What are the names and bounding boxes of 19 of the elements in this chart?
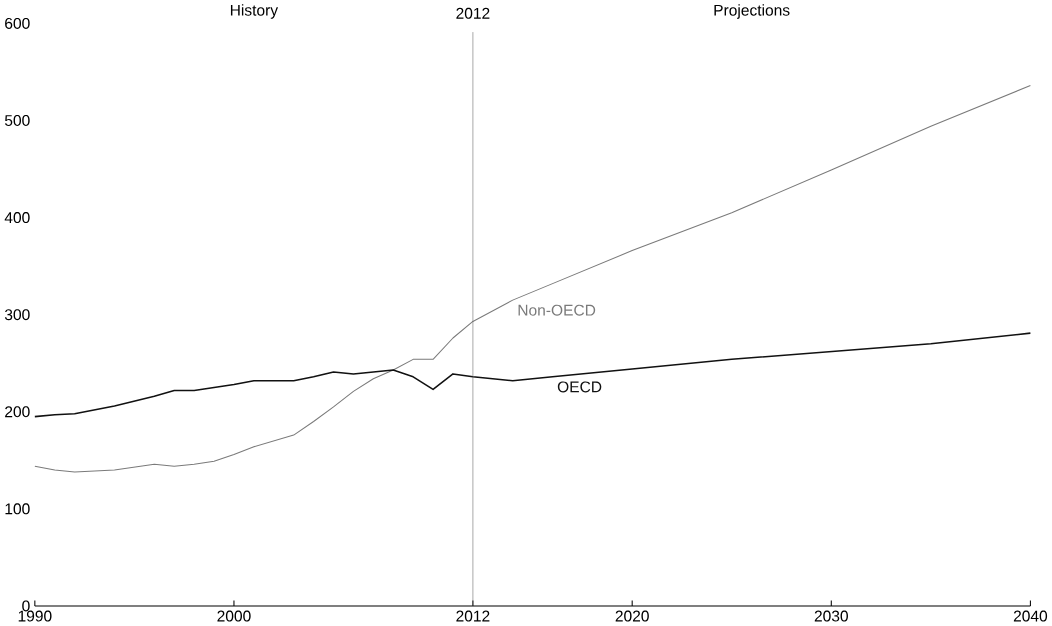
x-tick-label: 2030 [814, 610, 848, 622]
y-tick-label: 200 [5, 406, 30, 418]
x-tick-label: 2040 [1013, 610, 1048, 622]
y-tick-label: 100 [5, 503, 30, 515]
y-tick-label: 300 [4, 309, 30, 321]
y-tick-label: 500 [4, 115, 30, 127]
series-label: Non-OECD [518, 304, 596, 316]
x-tick-label: 2000 [217, 610, 251, 622]
text: Projections [714, 4, 790, 19]
series-label: OECD [557, 381, 602, 393]
y-tick-label: 600 [5, 17, 30, 29]
x-tick-label: 2020 [615, 610, 649, 622]
line-series [34, 85, 1031, 473]
y-tick-label: 400 [4, 212, 30, 224]
x-tick-label: 1990 [18, 610, 52, 622]
y-tick-label: 0 [22, 600, 30, 612]
text: History [230, 4, 279, 19]
x-tick-label: 2012 [456, 610, 490, 622]
ref-line-label: 2012 [456, 7, 490, 19]
